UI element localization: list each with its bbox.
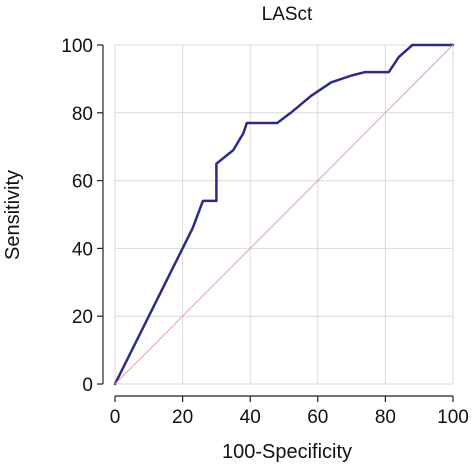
y-axis-title: Sensitivity (2, 170, 24, 260)
y-tick-label: 100 (61, 36, 93, 57)
grid-lines (114, 44, 454, 385)
chart-title: LASct (262, 4, 313, 25)
x-tick-label: 0 (110, 407, 121, 428)
axes-group (102, 45, 453, 397)
reference-diagonal-line (114, 44, 454, 385)
y-tick-label: 0 (82, 375, 93, 396)
y-tick-label: 60 (72, 172, 93, 193)
series-group (113, 43, 455, 386)
x-tick-label: 100 (437, 407, 469, 428)
roc-curve-line (113, 43, 455, 386)
x-tick-label: 80 (375, 407, 396, 428)
x-tick-label: 60 (307, 407, 328, 428)
ticks-group: 0 20 40 60 80 100 0 20 40 60 80 100 (61, 36, 469, 428)
x-tick-label: 20 (172, 407, 193, 428)
x-tick-label: 40 (240, 407, 261, 428)
y-tick-label: 20 (72, 307, 93, 328)
y-tick-label: 40 (72, 239, 93, 260)
y-tick-label: 80 (72, 104, 93, 125)
x-axis-title: 100-Specificity (222, 441, 352, 463)
